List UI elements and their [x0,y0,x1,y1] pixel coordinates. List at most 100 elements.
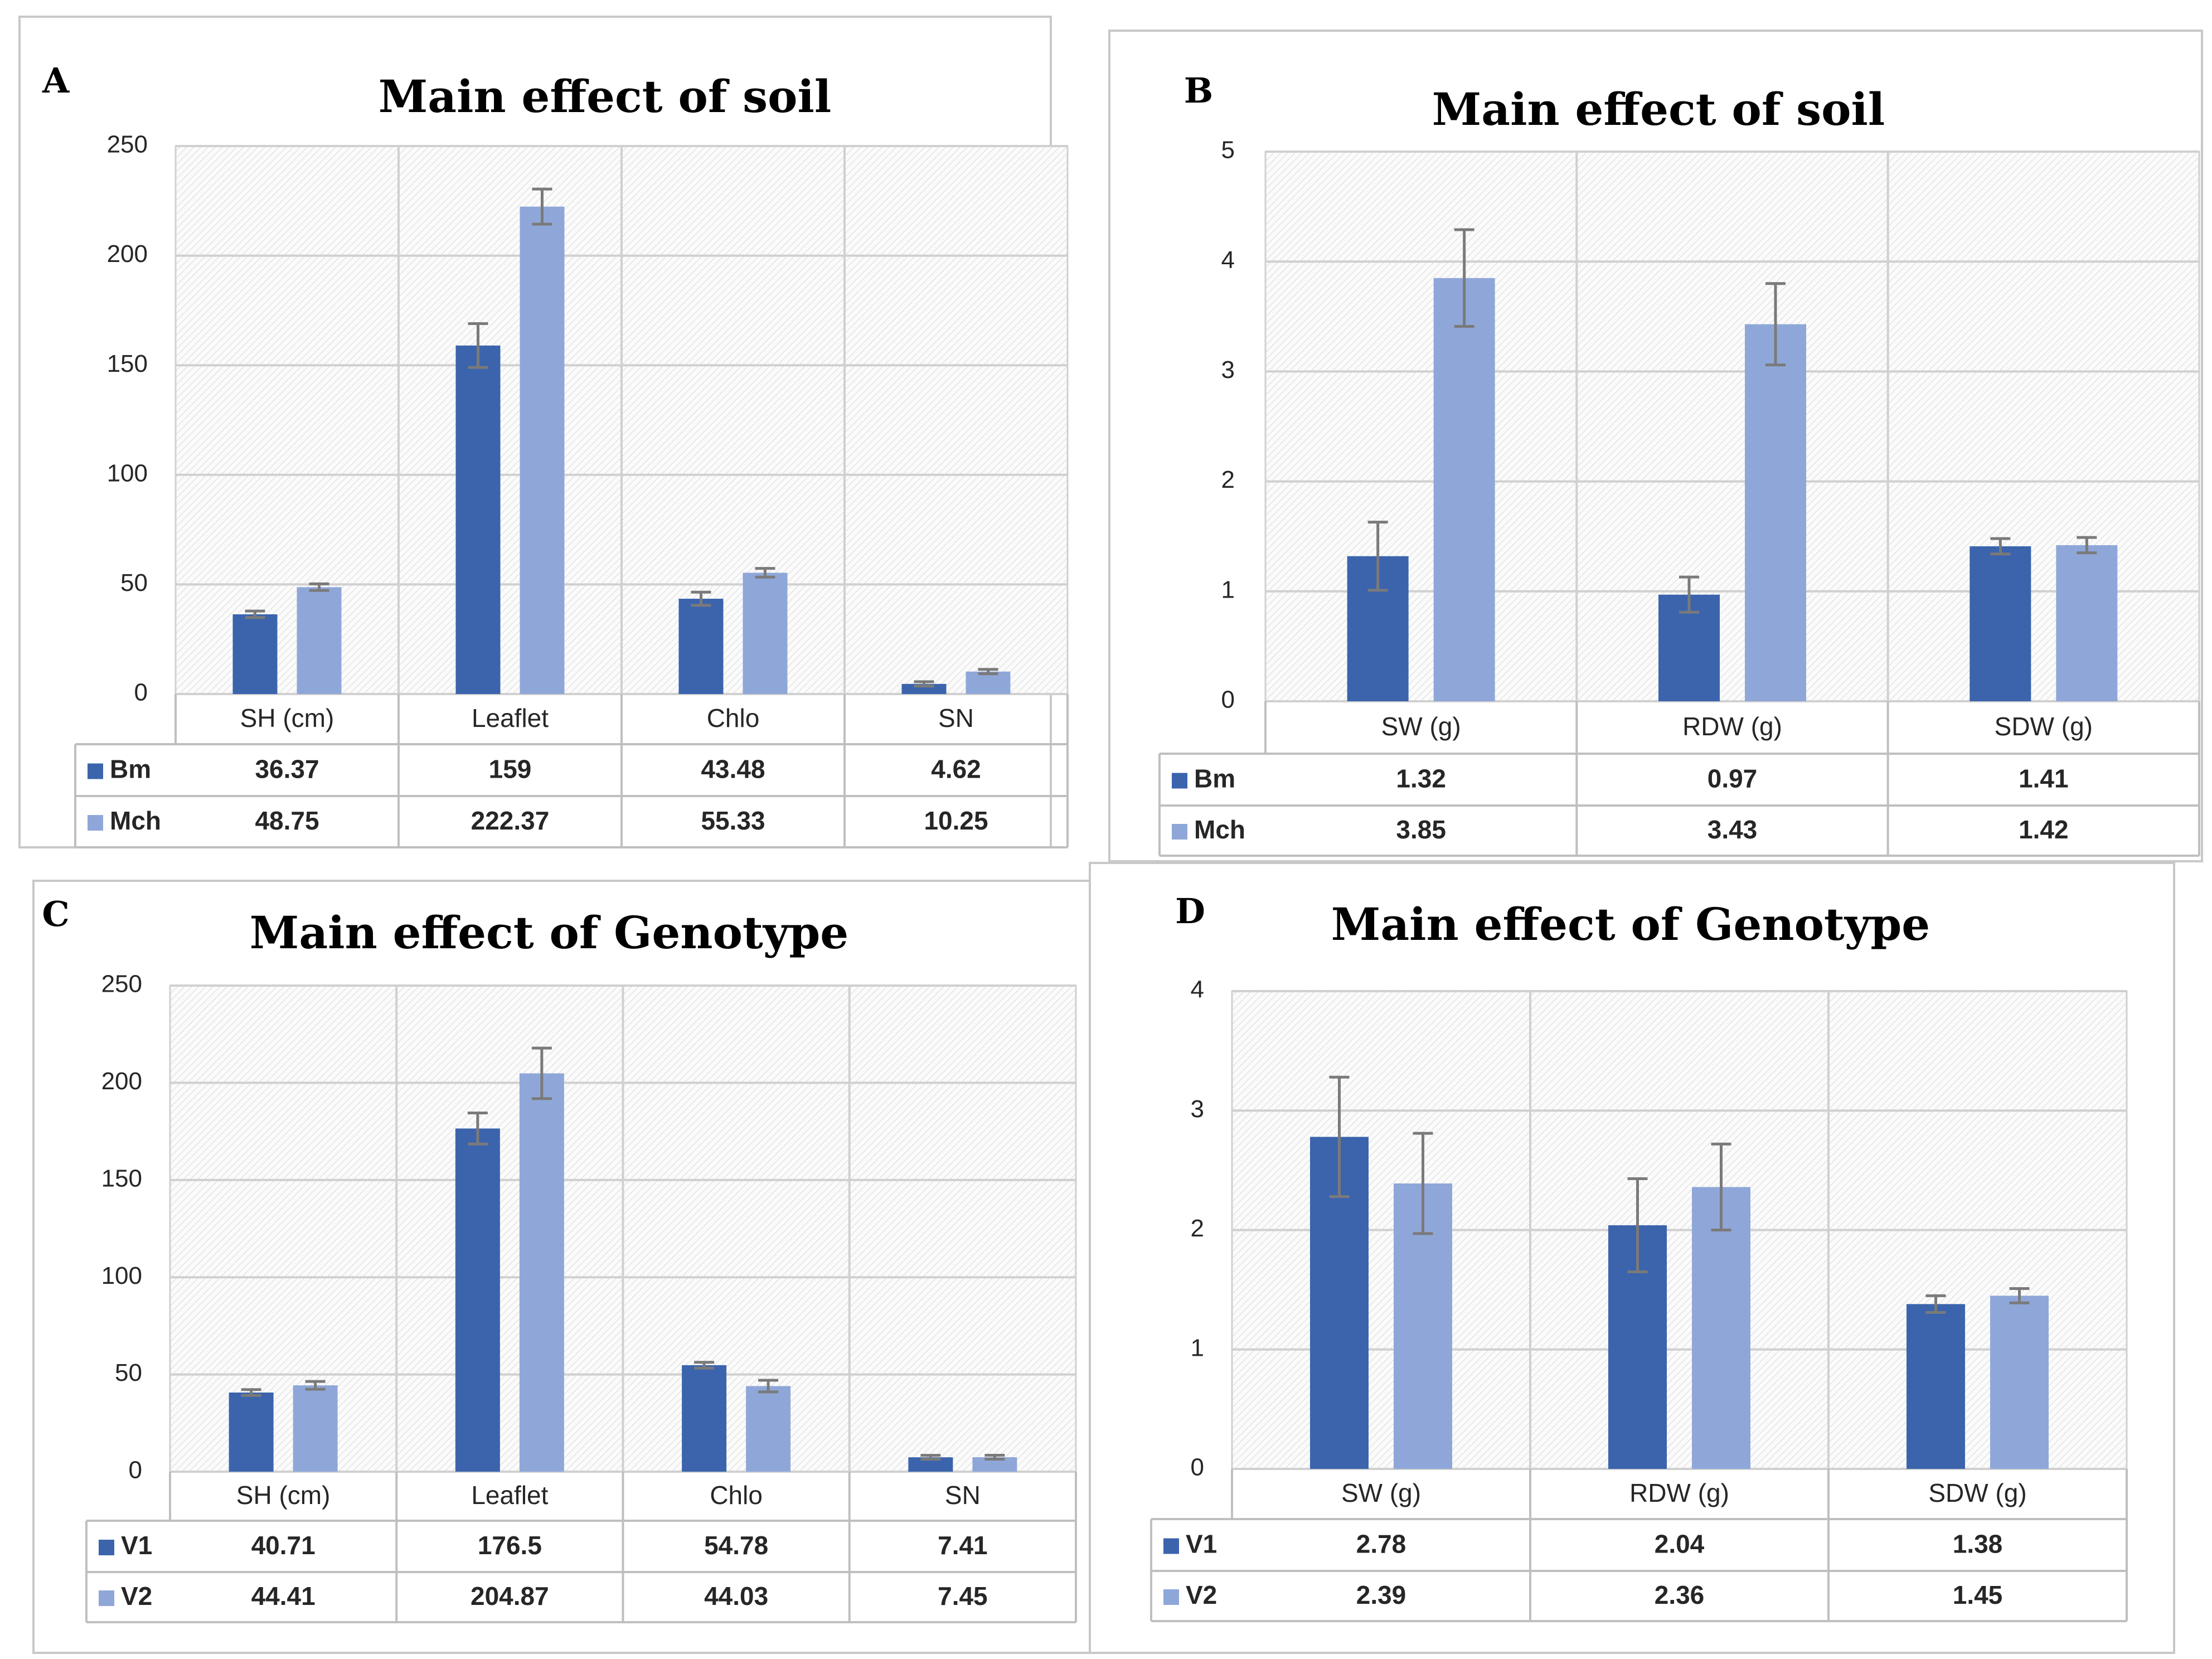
chart-title: Main effect of Genotype [250,906,848,959]
bar-bm [901,683,947,694]
bar-v2 [1692,1187,1750,1469]
data-label: 204.87 [470,1582,549,1611]
bar-bm [678,599,724,694]
data-label: 176.5 [478,1531,542,1560]
data-label: 1.38 [1953,1530,2003,1559]
data-label: 2.04 [1655,1530,1705,1559]
legend-label: V1 [121,1531,152,1560]
data-label: 10.25 [924,806,988,835]
chart-panel-c: C Main effect of Genotype 0 50 100 150 200 250 S… [32,880,1091,1654]
data-label: 222.37 [471,806,550,835]
y-tick-label: 0 [129,1457,142,1484]
legend-swatch-bm [1172,773,1187,789]
x-tick-label: SN [938,704,974,733]
x-tick-label: SH (cm) [240,704,334,733]
data-label: 1.45 [1953,1580,2003,1609]
y-tick-label: 100 [107,459,148,487]
x-tick-label: Leaflet [472,704,549,733]
data-label: 2.39 [1356,1580,1406,1609]
legend-label: V2 [121,1582,152,1611]
x-tick-label: SDW (g) [1928,1478,2026,1507]
bar-v2 [1990,1296,2049,1469]
bar-mch [297,587,342,694]
data-label: 1.32 [1396,764,1446,793]
bar-v1 [1907,1304,1965,1469]
bar-v2 [519,1073,564,1472]
legend-swatch-v1 [99,1540,114,1555]
y-tick-label: 200 [107,240,148,268]
data-label: 0.97 [1707,764,1758,793]
data-label: 7.41 [938,1531,988,1560]
legend-label: V1 [1186,1530,1217,1559]
data-label: 44.03 [704,1582,768,1611]
y-tick-label: 0 [1221,686,1235,714]
x-tick-label: Chlo [707,704,760,733]
bar-bm [455,345,501,694]
x-tick-label: SW (g) [1341,1478,1421,1507]
y-tick-label: 4 [1221,246,1235,274]
bar-mch [1745,324,1806,701]
y-tick-label: 3 [1221,356,1235,384]
legend-swatch-mch [1172,824,1187,840]
y-tick-label: 50 [120,569,148,596]
legend-label: Mch [1194,815,1245,844]
data-label: 43.48 [701,755,765,784]
y-tick-label: 150 [101,1165,142,1192]
y-tick-label: 250 [101,971,142,998]
x-tick-label: Leaflet [471,1481,548,1510]
data-label: 159 [489,755,532,784]
y-tick-label: 150 [107,350,148,377]
chart-panel-d: D Main effect of Genotype 0 1 2 3 4 SW (g) RDW (… [1089,862,2175,1654]
plot-area [1264,151,2200,702]
legend-swatch-bm [88,763,103,779]
y-tick-label: 4 [1191,976,1204,1003]
data-label: 1.42 [2019,815,2069,844]
legend-swatch-v2 [99,1590,114,1606]
bar-v1 [229,1393,274,1472]
x-tick-label: Chlo [710,1481,763,1510]
data-label: 3.85 [1396,815,1446,844]
data-label: 2.78 [1356,1530,1406,1559]
data-label: 54.78 [704,1531,768,1560]
x-tick-label: RDW (g) [1682,712,1782,741]
bar-v1 [455,1128,500,1472]
data-label: 40.71 [251,1531,316,1560]
data-label: 48.75 [255,806,319,835]
data-label: 3.43 [1707,815,1758,844]
bar-mch [966,671,1011,694]
y-tick-label: 50 [115,1359,142,1386]
chart-title: Main effect of soil [1432,83,1885,135]
y-tick-label: 3 [1191,1095,1204,1123]
y-tick-label: 0 [1191,1454,1204,1481]
panel-letter: A [42,60,70,101]
y-tick-label: 2 [1191,1215,1204,1242]
y-tick-label: 1 [1221,576,1235,603]
legend-label: Mch [110,806,161,835]
y-tick-label: 1 [1191,1334,1204,1361]
x-tick-label: SH (cm) [236,1481,331,1510]
y-tick-label: 0 [134,679,148,706]
panel-letter: D [1175,891,1205,932]
legend-label: Bm [1194,764,1235,793]
bar-v2 [746,1386,791,1472]
bar-mch [520,206,565,694]
bar-mch [2056,545,2118,701]
bar-v2 [293,1385,338,1472]
x-tick-label: SW (g) [1381,712,1461,741]
data-label: 4.62 [931,755,981,784]
bar-bm [232,614,278,694]
bar-mch [1433,278,1495,701]
x-tick-label: SDW (g) [1995,712,2093,741]
x-tick-label: SN [945,1481,981,1510]
y-tick-label: 200 [101,1068,142,1095]
legend-label: V2 [1186,1580,1217,1609]
y-tick-label: 250 [107,131,148,158]
data-label: 44.41 [251,1582,316,1611]
chart-title: Main effect of Genotype [1331,898,1930,950]
bar-v1 [682,1365,727,1472]
data-label: 55.33 [701,806,765,835]
data-label: 7.45 [938,1582,988,1611]
y-tick-label: 5 [1221,137,1235,164]
chart-title: Main effect of soil [379,70,832,123]
